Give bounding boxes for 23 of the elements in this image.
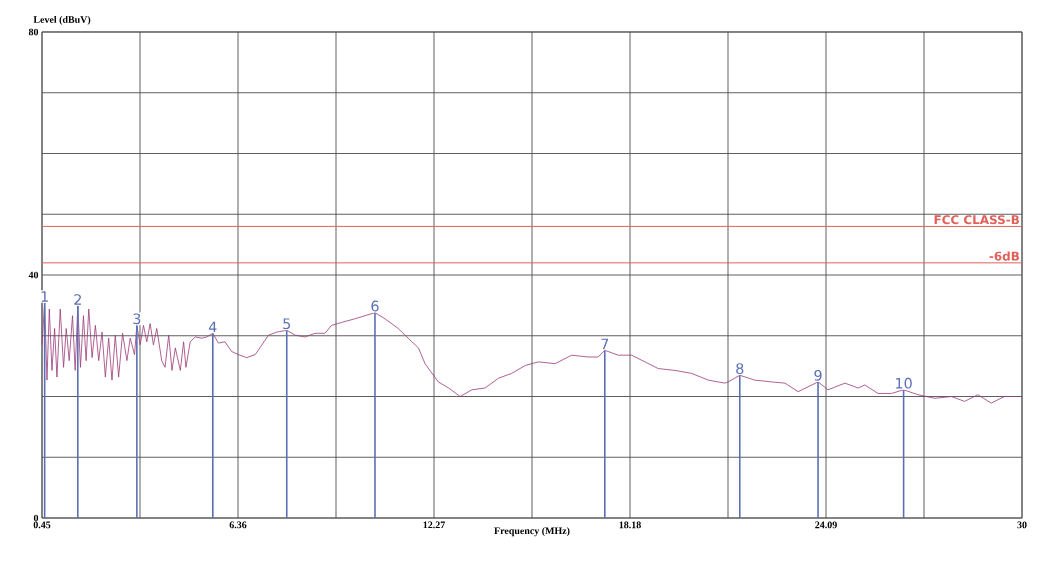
x-tick-label: 12.27	[423, 521, 445, 529]
annotation: 4	[208, 321, 217, 333]
ref-line-label: -6dB	[989, 251, 1019, 261]
annotation: 9	[814, 369, 822, 381]
x-tick-label: 6.36	[229, 521, 247, 529]
y-tick-label: 80	[28, 28, 39, 36]
x-axis-title: Frequency (MHz)	[494, 527, 570, 537]
x-tick-label: 18.18	[619, 521, 641, 529]
annotation: 8	[736, 363, 744, 375]
ref-line-label: FCC CLASS-B	[934, 215, 1019, 225]
annotation: 5	[283, 318, 291, 330]
annotation: 10	[896, 377, 912, 389]
x-tick-label: 30	[1017, 521, 1027, 529]
y-axis-title: Level (dBuV)	[33, 15, 91, 25]
annotation: 2	[74, 294, 81, 305]
x-tick-label: 24.09	[815, 521, 837, 529]
y-tick-label: 0	[33, 514, 39, 522]
annotation: 1	[41, 291, 48, 302]
y-tick-label: 40	[28, 271, 39, 279]
annotation: 6	[371, 300, 379, 312]
annotation: 3	[133, 313, 141, 325]
x-tick-label: 0.45	[33, 521, 51, 529]
annotation: 7	[601, 338, 609, 350]
